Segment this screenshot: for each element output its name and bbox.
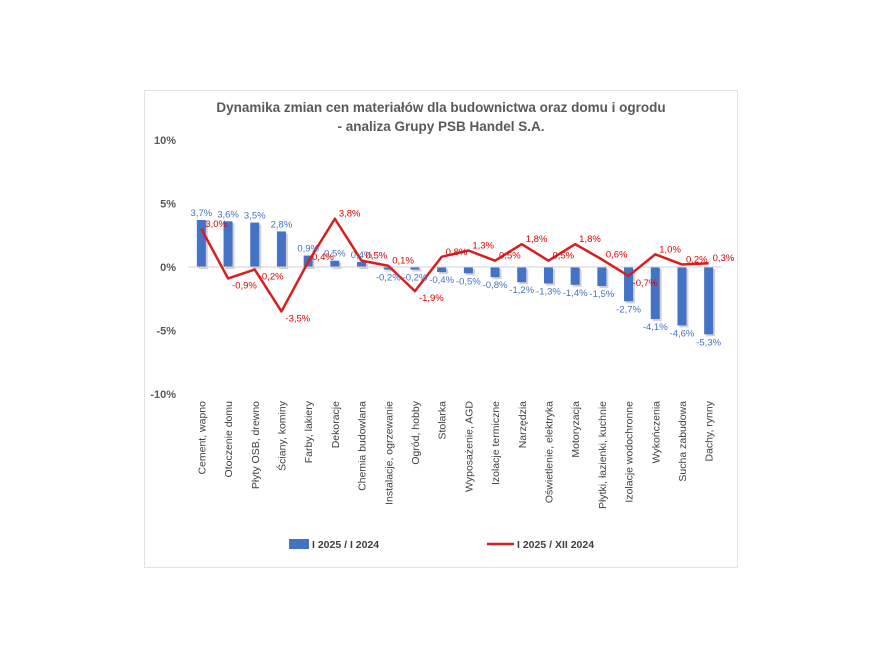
bar-data-label: -2,7% <box>616 304 641 315</box>
bar-data-label: 3,6% <box>217 209 239 220</box>
bar-data-label: 0,9% <box>297 244 319 255</box>
line-data-label: -0,7% <box>633 278 658 289</box>
x-tick-label: Izolacje termiczne <box>490 401 502 485</box>
y-tick-label: 0% <box>160 262 176 274</box>
bar <box>677 267 687 326</box>
bar-data-label: -0,5% <box>456 276 481 287</box>
x-tick-label: Dachy, rynny <box>704 400 716 461</box>
bar-data-label: -0,8% <box>483 280 508 291</box>
x-tick-label: Płyty OSB, drewno <box>250 401 262 489</box>
y-tick-label: -5% <box>156 326 176 338</box>
line-data-label: 0,5% <box>499 251 521 262</box>
x-tick-label: Otoczenie domu <box>223 401 235 478</box>
bar-data-label: -1,4% <box>563 288 588 299</box>
y-tick-label: 5% <box>160 199 176 211</box>
bar-data-label: -0,2% <box>403 273 428 284</box>
bar-data-label: -4,1% <box>643 322 668 333</box>
x-tick-label: Motoryzacja <box>570 401 582 458</box>
line-data-label: -1,9% <box>419 293 444 304</box>
bar-data-label: -5,3% <box>696 337 721 348</box>
bar-data-label: 0,5% <box>324 249 346 260</box>
series-line <box>200 217 709 313</box>
line-data-label: 0,2% <box>686 254 708 265</box>
bar-data-label: 2,8% <box>271 219 293 230</box>
bar <box>330 260 340 267</box>
x-tick-label: Dekoracje <box>330 401 342 448</box>
line-data-label: 0,6% <box>606 249 628 260</box>
bar <box>570 267 580 285</box>
bar <box>223 221 233 267</box>
line-data-label: 1,8% <box>526 234 548 245</box>
line-data-label: 0,3% <box>713 253 735 264</box>
chart-title-line-2: - analiza Grupy PSB Handel S.A. <box>337 119 545 134</box>
line-data-label: 1,8% <box>579 234 601 245</box>
line-data-label: 0,1% <box>392 256 414 267</box>
legend-label-line: I 2025 / XII 2024 <box>517 539 594 551</box>
x-tick-label: Płytki, łazienki, kuchnie <box>597 401 609 509</box>
bar-data-label: 0,4% <box>351 250 373 261</box>
x-tick-label: Wykończenia <box>650 401 662 464</box>
line-data-label: -3,5% <box>285 313 310 324</box>
bar <box>650 267 660 320</box>
x-tick-label: Wyposażenie, AGD <box>463 401 475 492</box>
bar-shadow <box>412 269 422 272</box>
bar <box>250 222 260 267</box>
bar-data-label: -0,4% <box>429 275 454 286</box>
legend-label-bar: I 2025 / I 2024 <box>312 539 379 551</box>
bar <box>624 267 634 302</box>
bar <box>704 267 714 335</box>
y-tick-label: 10% <box>154 135 176 147</box>
x-tick-label: Chemia budowlana <box>357 401 369 491</box>
bar-data-label: -0,2% <box>376 273 401 284</box>
bar-data-label: 3,5% <box>244 211 266 222</box>
bar <box>410 267 420 270</box>
x-tick-label: Narzędzia <box>517 401 529 448</box>
bar-data-label: 3,7% <box>191 208 213 219</box>
x-tick-label: Farby, lakiery <box>303 400 315 463</box>
line-data-label: 1,0% <box>659 244 681 255</box>
line-data-label: -0,9% <box>232 280 257 291</box>
bar <box>597 267 607 287</box>
x-tick-label: Izolacje wodochronne <box>624 401 636 503</box>
chart-title-line-1: Dynamika zmian cen materiałów dla budown… <box>216 100 666 115</box>
line-data-label: 1,3% <box>472 240 494 251</box>
x-tick-label: Sucha zabudowa <box>677 401 689 482</box>
bar <box>463 267 473 274</box>
line-data-label: 3,0% <box>205 219 227 230</box>
bar <box>276 231 286 267</box>
bar <box>357 261 367 267</box>
line-data-label: 0,8% <box>446 247 468 258</box>
x-tick-label: Ściany, kominy <box>275 400 288 471</box>
x-tick-label: Oświetlenie, elektryka <box>543 401 555 503</box>
bar-shadow <box>385 269 395 272</box>
bar <box>490 267 500 278</box>
bar-data-label: -1,5% <box>589 289 614 300</box>
line-data-label: 3,8% <box>339 209 361 220</box>
line-data-label: 0,4% <box>312 252 334 263</box>
bar <box>196 220 206 267</box>
line-data-label: -0,2% <box>259 272 284 283</box>
chart-title: Dynamika zmian cen materiałów dla budown… <box>144 98 738 136</box>
x-tick-label: Instalacje, ogrzewanie <box>383 401 395 505</box>
line-data-label: 0,5% <box>366 251 388 262</box>
legend-swatch-bar <box>289 539 309 549</box>
bar <box>437 267 447 273</box>
bar-data-label: -4,6% <box>670 328 695 339</box>
bar-data-label: -1,2% <box>509 285 534 296</box>
bar <box>383 267 393 270</box>
x-tick-label: Stolarka <box>437 401 449 440</box>
bar-data-label: -1,3% <box>536 287 561 298</box>
bar <box>517 267 527 283</box>
bar <box>543 267 553 284</box>
chart-area <box>144 90 738 568</box>
y-tick-label: -10% <box>150 389 176 401</box>
x-tick-label: Ogród, hobby <box>410 400 422 464</box>
line-data-label: 0,5% <box>552 251 574 262</box>
x-tick-label: Cement, wapno <box>196 401 208 475</box>
